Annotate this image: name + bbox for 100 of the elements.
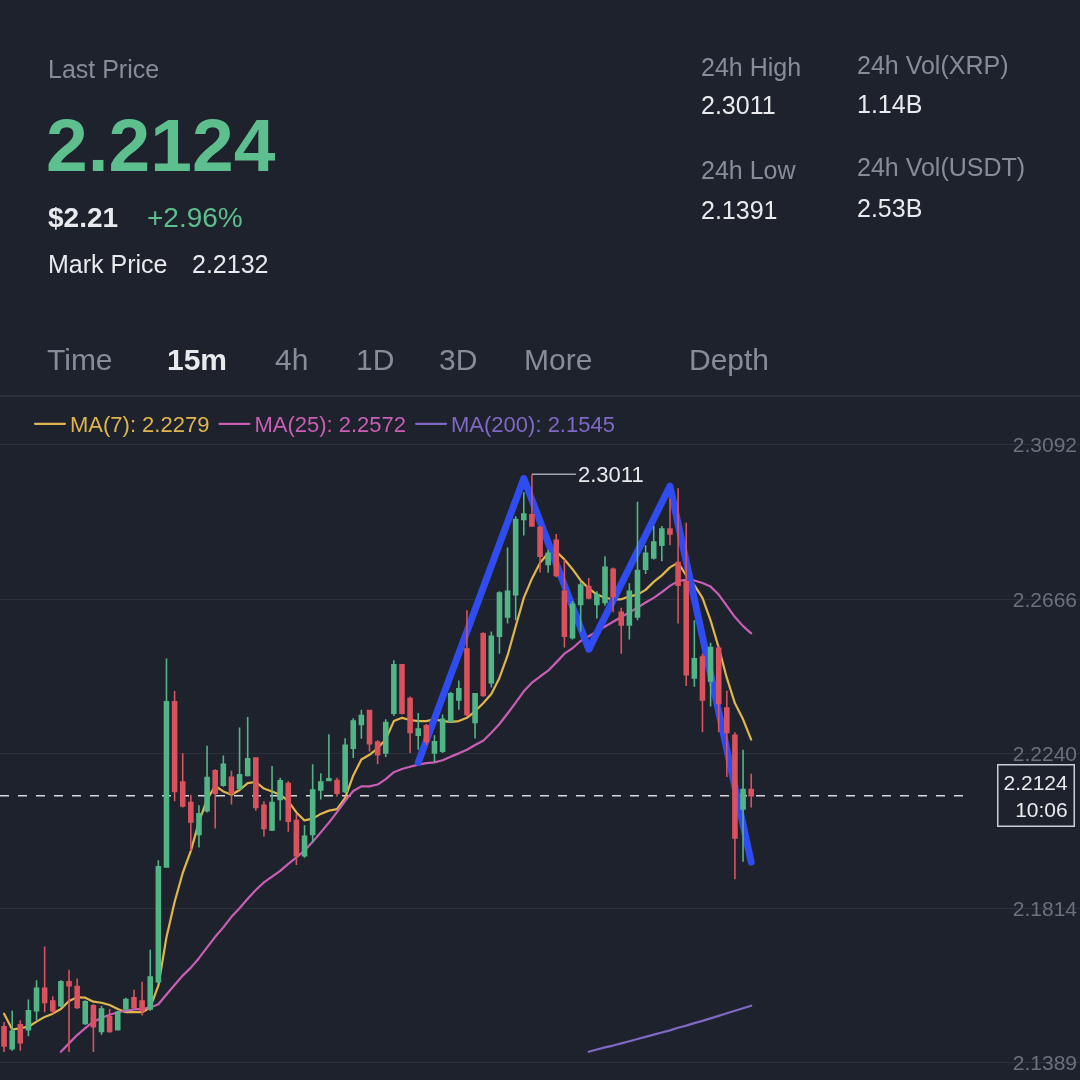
legend-label: MA(7): 2.2279 [70, 412, 210, 438]
candlestick [699, 652, 706, 734]
annotation: 2.3011 [578, 462, 644, 487]
candlestick [650, 525, 657, 561]
candlestick [675, 487, 681, 625]
candlestick [179, 752, 186, 809]
line-series [587, 1004, 753, 1053]
text: 24h Vol(USDT) [857, 153, 1026, 181]
candlestick [707, 641, 714, 708]
candlestick [123, 996, 129, 1012]
line-series [2, 550, 753, 1031]
candlestick [277, 776, 283, 822]
candlestick [715, 644, 722, 734]
candlestick [724, 689, 730, 778]
candlestick [66, 968, 72, 1053]
text: Depth [689, 343, 770, 376]
text: +2.96% [147, 202, 243, 233]
text: 24h Vol(XRP) [857, 51, 1009, 79]
candlestick [447, 691, 454, 724]
candlestick [106, 1008, 113, 1034]
candlestick [269, 765, 275, 832]
candlestick [391, 659, 397, 717]
candlestick [253, 756, 259, 812]
text: More [524, 343, 593, 376]
candlestick [188, 793, 194, 852]
candlestick [439, 713, 446, 754]
ref-line-label: 2.2124 10:06 [1003, 770, 1069, 821]
text: Mark Price [48, 250, 168, 278]
candlestick [642, 544, 649, 575]
candlestick [155, 859, 162, 985]
y-tick-label: 2.2666 [1012, 587, 1077, 611]
y-tick-label: 2.1814 [1012, 896, 1078, 920]
candlestick [407, 695, 413, 754]
candlestick [594, 590, 600, 620]
candlestick [553, 533, 560, 578]
candlestick [431, 734, 438, 764]
candlestick [50, 995, 56, 1015]
text: Last Price [48, 55, 160, 83]
candlestick [512, 515, 519, 622]
candlestick [326, 733, 332, 782]
text: Time [47, 343, 113, 376]
candlestick [569, 600, 576, 641]
text: 3D [439, 343, 478, 376]
text: 1D [356, 343, 395, 376]
candlestick [472, 692, 478, 740]
candlestick [610, 566, 616, 614]
text: $2.21 [48, 202, 119, 233]
text: 2.53B [857, 194, 923, 222]
candlestick [131, 988, 137, 1010]
candlestick [683, 522, 690, 687]
candlestick [382, 718, 389, 758]
y-tick-label: 2.3092 [1012, 433, 1077, 457]
candlestick [740, 748, 746, 863]
candlestick [529, 473, 535, 528]
candlestick [204, 744, 210, 814]
candlestick [171, 690, 178, 803]
candlestick [17, 1019, 24, 1052]
candlestick [585, 577, 592, 601]
candlestick [358, 709, 365, 740]
candlestick [41, 945, 48, 1014]
candlestick [196, 804, 202, 849]
line-series [59, 578, 753, 1053]
y-tick-label: 2.1389 [1012, 1050, 1077, 1074]
candlestick [374, 739, 381, 766]
legend-label: MA(25): 2.2572 [254, 412, 407, 438]
candlestick [244, 716, 251, 778]
text: 24h Low [701, 156, 797, 184]
legend-label: MA(200): 2.1545 [451, 412, 615, 438]
candlestick [399, 663, 405, 716]
candlestick [25, 998, 32, 1037]
candlestick [342, 737, 348, 795]
text: 2.2124 [46, 103, 276, 187]
candlestick [82, 999, 89, 1026]
text: 2.3011 [701, 91, 776, 119]
text: 24h High [701, 53, 802, 81]
candlestick [561, 558, 568, 649]
text: 2.2132 [192, 250, 269, 278]
candlestick [618, 606, 625, 655]
candlestick [317, 772, 324, 801]
candlestick [634, 500, 641, 622]
candlestick [90, 1003, 97, 1053]
candlestick [577, 581, 584, 633]
candlestick [659, 525, 665, 563]
candlestick [732, 731, 738, 880]
text: 4h [275, 343, 309, 376]
candlestick [236, 726, 243, 791]
candlestick [309, 763, 316, 844]
candlestick [334, 776, 340, 798]
candlestick [464, 609, 470, 717]
candlestick [212, 768, 218, 830]
text: 1.14B [857, 90, 923, 118]
candlestick [114, 1009, 121, 1032]
candlestick [480, 631, 486, 698]
candlestick [691, 619, 698, 688]
candlestick [58, 979, 64, 1009]
candlestick [602, 555, 608, 607]
text: 2.1391 [701, 196, 778, 224]
candlestick [261, 800, 267, 838]
candlestick [163, 657, 170, 868]
candlestick [285, 780, 292, 833]
